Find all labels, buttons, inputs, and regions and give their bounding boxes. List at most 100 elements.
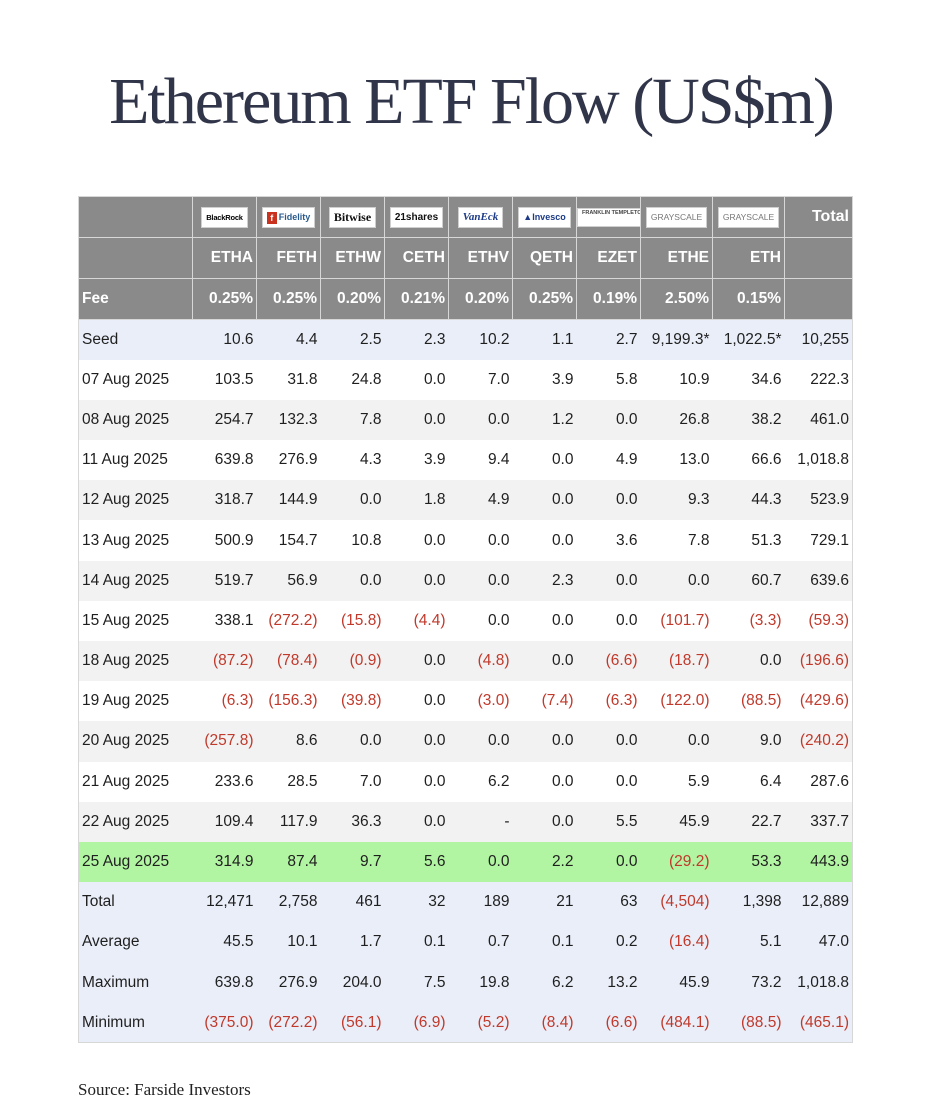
row-label: 12 Aug 2025: [78, 480, 193, 521]
flow-value-cell: 1.7: [320, 922, 385, 963]
flow-value-cell: 0.0: [320, 721, 385, 762]
flow-value-cell: 338.1: [192, 600, 257, 641]
flow-value-cell: 10.9: [640, 359, 713, 400]
issuer-logo-cell: ▲Invesco: [512, 196, 577, 238]
fee-row: Fee 0.25% 0.25% 0.20% 0.21% 0.20% 0.25% 0.19% 2…: [78, 278, 853, 320]
flow-value-cell: 7.8: [640, 520, 713, 561]
row-total-cell: 222.3: [784, 359, 853, 400]
flow-value-cell: 0.0: [512, 440, 577, 481]
flow-value-cell: 0.1: [512, 922, 577, 963]
flow-value-cell: 0.2: [576, 922, 641, 963]
flow-value-cell: 5.8: [576, 359, 641, 400]
flow-value-cell: (5.2): [448, 1002, 513, 1043]
flow-value-cell: 10.2: [448, 319, 513, 360]
21shares-logo: 21shares: [389, 206, 444, 228]
flow-value-cell: 0.7: [448, 922, 513, 963]
row-label: 13 Aug 2025: [78, 520, 193, 561]
flow-value-cell: 45.5: [192, 922, 257, 963]
row-total-cell: 443.9: [784, 841, 853, 883]
flow-value-cell: 204.0: [320, 962, 385, 1003]
flow-value-cell: (56.1): [320, 1002, 385, 1043]
flow-value-cell: (6.6): [576, 1002, 641, 1043]
flow-value-cell: 24.8: [320, 359, 385, 400]
fidelity-f-icon: f: [266, 211, 277, 224]
flow-value-cell: 5.9: [640, 761, 713, 802]
flow-value-cell: 4.3: [320, 440, 385, 481]
flow-value-cell: 3.6: [576, 520, 641, 561]
fidelity-logo: f Fidelity: [261, 206, 316, 228]
fee-value: 0.20%: [448, 278, 513, 320]
flow-value-cell: (6.6): [576, 641, 641, 682]
blackrock-logo: BlackRock: [201, 206, 248, 228]
vaneck-logo: VanEck: [457, 206, 504, 228]
flow-value-cell: 51.3: [712, 520, 785, 561]
flow-value-cell: (29.2): [640, 841, 713, 883]
flow-value-cell: 0.0: [448, 600, 513, 641]
flow-value-cell: 10.8: [320, 520, 385, 561]
flow-value-cell: 0.0: [512, 721, 577, 762]
flow-value-cell: 45.9: [640, 962, 713, 1003]
flow-value-cell: 3.9: [384, 440, 449, 481]
row-label: 22 Aug 2025: [78, 801, 193, 842]
table-row: 21 Aug 2025 233.6 28.5 7.0 0.0 6.2 0.0 0.0 5.9 6.…: [78, 761, 853, 802]
flow-value-cell: 639.8: [192, 962, 257, 1003]
flow-value-cell: 0.0: [448, 841, 513, 883]
flow-value-cell: 0.0: [384, 761, 449, 802]
flow-value-cell: 103.5: [192, 359, 257, 400]
table-row: 15 Aug 2025 338.1 (272.2) (15.8) (4.4) 0.0 0.0…: [78, 600, 853, 641]
flow-value-cell: 4.9: [448, 480, 513, 521]
flow-value-cell: (4.4): [384, 600, 449, 641]
ticker-header: ETH: [712, 237, 785, 279]
ticker-header: ETHV: [448, 237, 513, 279]
flow-value-cell: (272.2): [256, 1002, 321, 1043]
table-row: 18 Aug 2025 (87.2) (78.4) (0.9) 0.0 (4.8) 0.0(…: [78, 641, 853, 682]
row-total-cell: 10,255: [784, 319, 853, 360]
flow-value-cell: (3.0): [448, 681, 513, 722]
flow-value-cell: 0.0: [640, 560, 713, 601]
flow-value-cell: 13.2: [576, 962, 641, 1003]
flow-value-cell: 2.7: [576, 319, 641, 360]
fee-label: Fee: [78, 278, 193, 320]
bitwise-logo: Bitwise: [328, 206, 377, 228]
flow-value-cell: (6.3): [192, 681, 257, 722]
flow-value-cell: 0.0: [320, 480, 385, 521]
flow-value-cell: 0.0: [576, 721, 641, 762]
issuer-logo-cell: f Fidelity: [256, 196, 321, 238]
fee-value: 0.25%: [512, 278, 577, 320]
fee-value: 0.25%: [192, 278, 257, 320]
flow-value-cell: 2.3: [512, 560, 577, 601]
total-column-header: Total: [784, 196, 853, 238]
flow-value-cell: (257.8): [192, 721, 257, 762]
row-label: 15 Aug 2025: [78, 600, 193, 641]
flow-value-cell: 2.3: [384, 319, 449, 360]
flow-value-cell: 0.0: [512, 600, 577, 641]
flow-value-cell: 154.7: [256, 520, 321, 561]
flow-value-cell: (78.4): [256, 641, 321, 682]
flow-value-cell: 0.0: [384, 399, 449, 441]
issuer-logo-cell: 21shares: [384, 196, 449, 238]
flow-value-cell: 6.4: [712, 761, 785, 802]
flow-value-cell: 60.7: [712, 560, 785, 601]
fee-value: 0.25%: [256, 278, 321, 320]
flow-value-cell: 0.0: [448, 560, 513, 601]
flow-value-cell: 3.9: [512, 359, 577, 400]
flow-value-cell: 0.0: [640, 721, 713, 762]
flow-value-cell: 13.0: [640, 440, 713, 481]
flow-value-cell: 73.2: [712, 962, 785, 1003]
flow-value-cell: 6.2: [448, 761, 513, 802]
page-title: Ethereum ETF Flow (US$m): [109, 65, 835, 138]
row-label: 25 Aug 2025: [78, 841, 193, 883]
issuer-logo-cell: Bitwise: [320, 196, 385, 238]
flow-value-cell: 0.0: [448, 399, 513, 441]
row-total-cell: 729.1: [784, 520, 853, 561]
table-row: 14 Aug 2025 519.7 56.9 0.0 0.0 0.0 2.3 0.0 0.0 60…: [78, 560, 853, 601]
ticker-header: CETH: [384, 237, 449, 279]
issuer-logo-cell: GRAYSCALE: [712, 196, 785, 238]
row-label: Minimum: [78, 1002, 193, 1043]
flow-value-cell: 189: [448, 882, 513, 923]
flow-value-cell: (88.5): [712, 681, 785, 722]
flow-value-cell: 519.7: [192, 560, 257, 601]
row-label: Average: [78, 922, 193, 963]
flow-value-cell: 461: [320, 882, 385, 923]
fee-value: 2.50%: [640, 278, 713, 320]
